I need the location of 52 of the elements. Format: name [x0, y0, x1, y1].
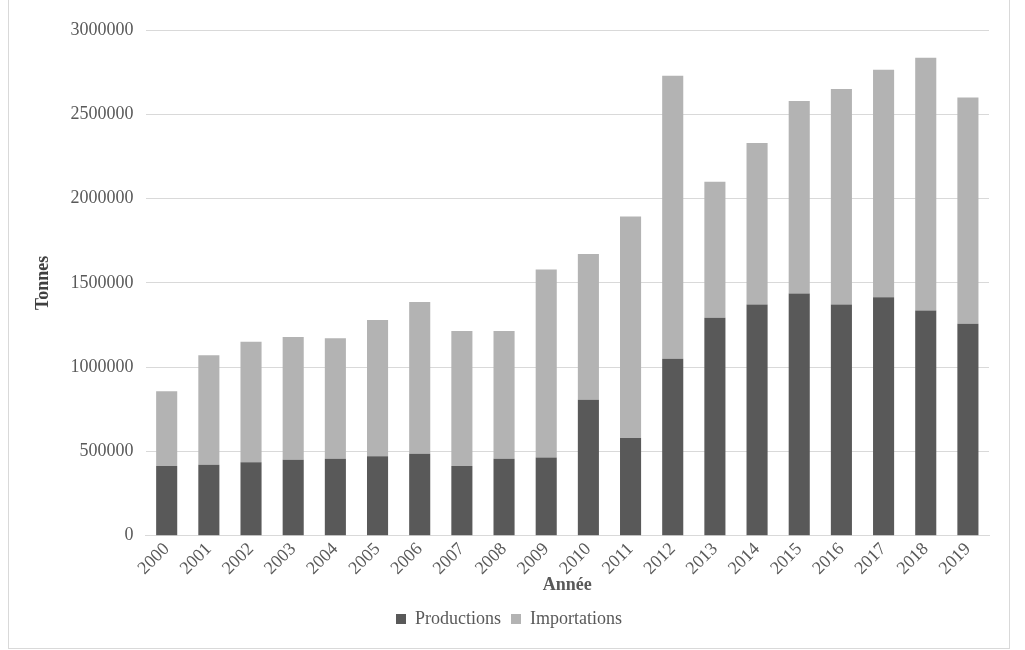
- bar: [198, 464, 220, 536]
- bar: [240, 341, 262, 463]
- legend-label: Productions: [415, 607, 502, 628]
- y-tick-label: 2000000: [70, 187, 134, 208]
- y-tick-label: 1000000: [70, 355, 134, 376]
- bar: [451, 331, 473, 466]
- bar: [957, 97, 979, 324]
- bar: [535, 457, 557, 536]
- y-tick-label: 2500000: [70, 103, 134, 124]
- bar: [662, 75, 684, 359]
- bar: [746, 304, 768, 536]
- bar: [493, 331, 515, 459]
- bar: [282, 336, 304, 460]
- bar: [198, 355, 220, 465]
- bar: [577, 254, 599, 400]
- bar: [830, 89, 852, 305]
- y-tick-label: 1500000: [70, 271, 134, 292]
- x-tick-label: 2011: [597, 538, 637, 578]
- bar: [324, 458, 346, 536]
- bar: [282, 459, 304, 536]
- bar: [324, 338, 346, 459]
- bar: [746, 143, 768, 305]
- bar: [451, 465, 473, 536]
- bar: [366, 320, 389, 457]
- bar: [577, 399, 599, 536]
- bar: [409, 302, 431, 454]
- bar: [156, 391, 178, 466]
- bar: [873, 297, 895, 536]
- legend-label: Importations: [530, 607, 623, 628]
- y-tick-label: 3000000: [70, 18, 134, 39]
- bar: [704, 181, 726, 318]
- bar: [788, 100, 810, 294]
- bar: [662, 358, 684, 536]
- y-tick-label: 500000: [79, 440, 134, 461]
- bar: [915, 310, 937, 536]
- bar: [873, 69, 895, 298]
- bar: [240, 462, 262, 536]
- y-tick-label: 0: [124, 524, 134, 545]
- bar: [409, 453, 431, 536]
- bar: [620, 438, 642, 536]
- bar: [535, 269, 557, 458]
- bar: [493, 458, 515, 536]
- bar: [788, 293, 810, 536]
- bar: [620, 216, 642, 439]
- bar: [704, 317, 726, 536]
- y-axis-title: Tonnes: [32, 255, 53, 311]
- bar: [156, 465, 178, 536]
- bar: [366, 456, 389, 536]
- bar: [830, 304, 852, 536]
- bar: [957, 323, 979, 536]
- x-axis-title: Année: [542, 573, 592, 594]
- bar: [915, 57, 937, 311]
